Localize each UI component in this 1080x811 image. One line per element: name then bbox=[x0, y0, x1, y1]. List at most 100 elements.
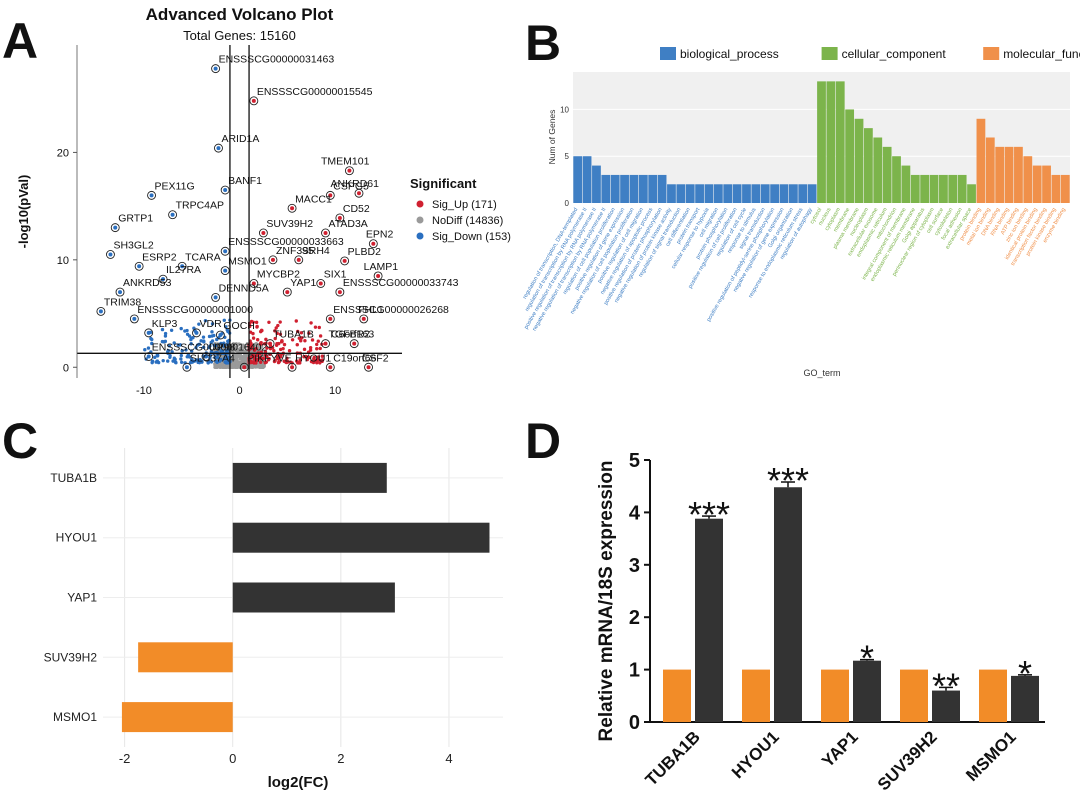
sig-down-point bbox=[189, 337, 193, 342]
labelled-gene-point bbox=[213, 66, 218, 71]
gene-label: YAP1 bbox=[290, 277, 316, 289]
sig-up-point bbox=[277, 360, 281, 364]
sig-down-point bbox=[183, 329, 187, 333]
labelled-gene-marker bbox=[144, 328, 154, 338]
sig-down-point bbox=[202, 340, 206, 344]
sig-down-point bbox=[223, 360, 227, 364]
sig-down-point bbox=[153, 355, 157, 360]
gene-label: C19orf66 bbox=[333, 352, 376, 364]
nodiff-point bbox=[242, 344, 246, 348]
sig-down-point bbox=[146, 346, 151, 350]
labelled-gene-marker bbox=[168, 210, 178, 220]
sig-down-point bbox=[186, 353, 191, 357]
sig-up-point bbox=[267, 320, 271, 324]
sig-down-point bbox=[215, 355, 220, 360]
sig-up-point bbox=[255, 325, 259, 329]
labelled-gene-point bbox=[180, 264, 185, 269]
go-bar bbox=[826, 81, 836, 203]
go-bar bbox=[863, 128, 873, 203]
legend-swatch bbox=[660, 47, 676, 60]
sig-up-point bbox=[258, 355, 263, 359]
sig-down-point bbox=[203, 318, 208, 323]
labelled-gene-marker bbox=[349, 339, 359, 349]
labelled-gene-point bbox=[376, 273, 381, 278]
labelled-gene-marker bbox=[287, 203, 297, 213]
gene-label: ESRP2 bbox=[142, 251, 177, 263]
go-bar bbox=[967, 184, 976, 203]
go-bar bbox=[976, 118, 986, 203]
gene-label: MACC1 bbox=[295, 193, 332, 205]
category-label: SUV39H2 bbox=[44, 650, 98, 664]
go-bar bbox=[713, 184, 723, 203]
sig-up-point bbox=[249, 319, 254, 324]
category-label: TUBA1B bbox=[50, 471, 97, 485]
y-tick-label: 1 bbox=[629, 660, 640, 682]
labelled-gene-point bbox=[149, 193, 154, 198]
sig-up-point bbox=[287, 349, 292, 353]
labelled-gene-marker bbox=[129, 314, 139, 324]
x-tick-label: -2 bbox=[119, 751, 131, 766]
nodiff-point bbox=[243, 353, 247, 358]
labelled-gene-point bbox=[170, 212, 175, 217]
gene-label: ENSSSCG00000015545 bbox=[257, 86, 373, 98]
labelled-gene-marker bbox=[364, 362, 373, 372]
sig-up-point bbox=[299, 331, 304, 335]
labelled-gene-marker bbox=[249, 279, 259, 288]
sig-down-point bbox=[210, 339, 215, 343]
sig-up-point bbox=[275, 331, 279, 336]
sig-up-point bbox=[254, 320, 259, 325]
go-bar bbox=[892, 156, 901, 203]
go-bar bbox=[610, 174, 620, 203]
gene-label: CD52 bbox=[343, 203, 370, 215]
go-bar bbox=[939, 174, 948, 203]
gene-label: ENSSSCG00000033743 bbox=[343, 277, 459, 289]
sig-up-point bbox=[277, 341, 281, 346]
sig-down-point bbox=[179, 353, 184, 358]
gene-label: SUV39H2 bbox=[266, 218, 313, 230]
panel-letter-b: B bbox=[525, 15, 561, 71]
panel-letter-c: C bbox=[2, 413, 38, 469]
labelled-gene-point bbox=[113, 225, 118, 230]
sig-up-point bbox=[309, 359, 314, 364]
sig-down-point bbox=[189, 349, 194, 353]
significance-label: * bbox=[860, 638, 874, 679]
sig-down-point bbox=[224, 325, 228, 329]
go-bar bbox=[788, 184, 798, 203]
sig-up-point bbox=[296, 361, 300, 365]
labelled-gene-point bbox=[318, 281, 323, 286]
gene-label: TMEM101 bbox=[321, 156, 370, 168]
sig-down-point bbox=[208, 344, 212, 348]
nodiff-point bbox=[243, 349, 248, 354]
panel-letter-a: A bbox=[2, 13, 38, 69]
labelled-gene-point bbox=[194, 330, 199, 335]
labelled-gene-marker bbox=[335, 287, 345, 297]
labelled-gene-marker bbox=[215, 330, 225, 340]
labelled-gene-marker bbox=[325, 362, 335, 372]
nodiff-point bbox=[213, 346, 218, 351]
sig-down-point bbox=[201, 335, 206, 339]
sig-up-point bbox=[258, 329, 263, 334]
sig-down-point bbox=[194, 346, 198, 350]
gene-label: MSMO1 bbox=[228, 256, 267, 268]
labelled-gene-point bbox=[161, 277, 166, 282]
sig-up-point bbox=[302, 347, 307, 352]
category-label: MSMO1 bbox=[53, 710, 97, 724]
gene-label: IL27RA bbox=[166, 264, 201, 276]
gene-label: SIX1 bbox=[324, 268, 347, 280]
labelled-gene-marker bbox=[201, 352, 211, 361]
gene-label: TRIM38 bbox=[104, 296, 142, 308]
treatment-bar bbox=[774, 487, 802, 722]
labelled-gene-marker bbox=[211, 292, 221, 302]
labelled-gene-marker bbox=[294, 255, 304, 265]
go-bar bbox=[845, 109, 855, 203]
nodiff-point bbox=[232, 353, 236, 358]
gene-label: C6orf163 bbox=[331, 329, 374, 341]
go-bar bbox=[629, 174, 639, 203]
y-tick-label: 10 bbox=[560, 105, 569, 114]
gene-label: KLP3 bbox=[152, 318, 178, 330]
control-bar bbox=[821, 669, 849, 722]
labelled-gene-point bbox=[356, 191, 361, 196]
labelled-gene-point bbox=[261, 230, 266, 235]
sig-down-point bbox=[155, 353, 159, 357]
nodiff-point bbox=[233, 359, 238, 363]
